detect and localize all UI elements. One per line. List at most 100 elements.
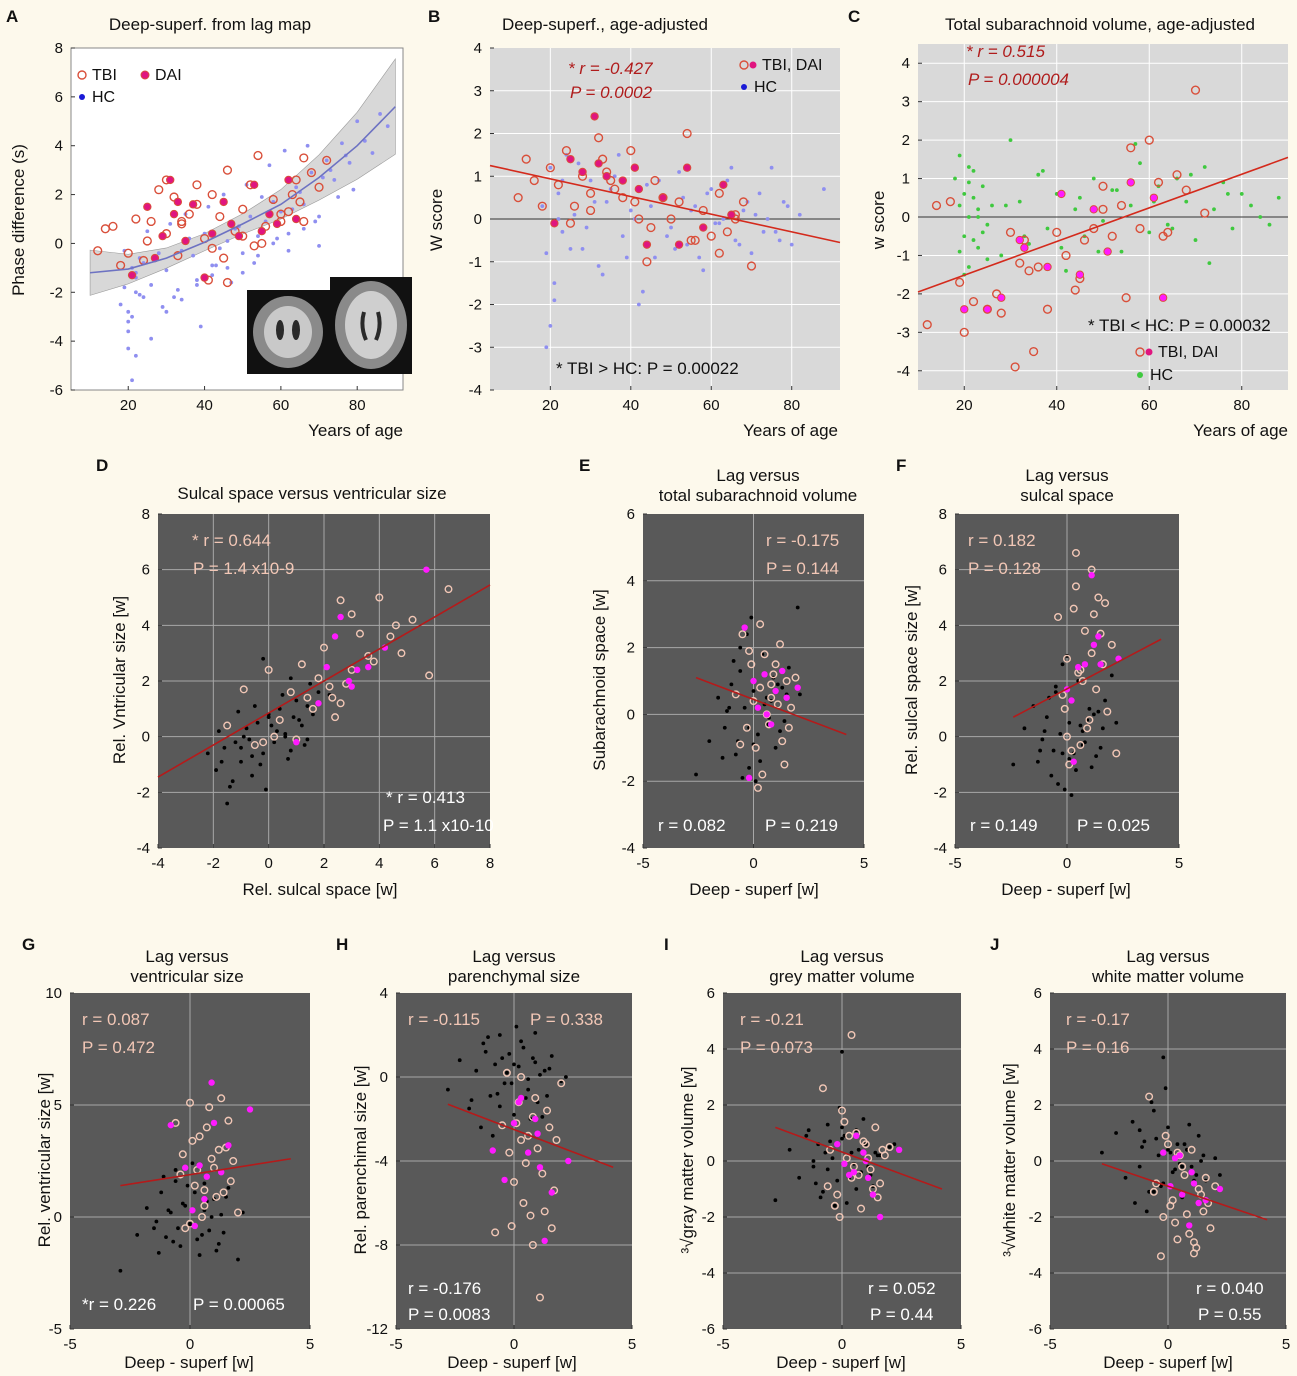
data-point — [446, 1087, 450, 1092]
tick-label-y: 6 — [707, 985, 715, 1002]
data-point — [840, 1049, 844, 1054]
data-point — [1187, 1145, 1196, 1154]
stat-annotation: r = 0.087 — [82, 1010, 150, 1029]
data-point — [197, 1253, 202, 1257]
title-line: white matter volume — [1091, 967, 1244, 986]
data-point — [1075, 270, 1085, 279]
data-point — [224, 1116, 233, 1125]
data-point — [717, 221, 722, 226]
data-point — [545, 163, 555, 173]
data-point — [481, 1041, 486, 1046]
data-point — [568, 247, 573, 251]
data-point — [1126, 143, 1136, 153]
data-point — [773, 229, 778, 234]
stat-annotation: r = -0.21 — [740, 1010, 804, 1029]
tick-label-y: -6 — [1029, 1321, 1042, 1338]
data-point — [127, 270, 137, 280]
data-point — [145, 229, 150, 234]
data-point — [1057, 189, 1066, 199]
data-point — [740, 775, 745, 780]
data-point — [514, 1024, 519, 1029]
data-point — [578, 167, 587, 177]
data-point — [1193, 238, 1198, 242]
data-point — [1087, 649, 1096, 658]
tick-label-y: -2 — [469, 297, 482, 314]
data-point — [497, 1104, 502, 1109]
data-point — [838, 1106, 847, 1115]
data-point — [1212, 207, 1216, 212]
data-point — [219, 1212, 224, 1217]
data-point — [322, 155, 332, 165]
legend-marker — [739, 60, 749, 70]
tick-label-y: 0 — [380, 1069, 388, 1086]
data-point — [195, 283, 199, 287]
data-point — [565, 218, 576, 228]
data-point — [331, 713, 340, 722]
data-point — [311, 712, 315, 717]
data-point — [580, 247, 585, 251]
data-point — [1036, 172, 1041, 177]
data-point — [1171, 1155, 1179, 1162]
data-point — [1175, 1142, 1180, 1147]
data-point — [286, 757, 290, 761]
x-axis-label: Years of age — [308, 421, 403, 440]
data-point — [782, 719, 787, 723]
data-point — [507, 1052, 512, 1056]
mri-brain-slices-inset-icon — [247, 277, 412, 374]
data-point — [314, 182, 324, 192]
data-point — [821, 1189, 825, 1194]
data-point — [222, 165, 233, 175]
data-point — [512, 1112, 516, 1117]
tick-label-x: 0 — [838, 1336, 846, 1353]
data-point — [293, 739, 300, 746]
data-point — [785, 204, 790, 209]
data-point — [794, 684, 801, 691]
data-point — [269, 723, 274, 728]
data-point — [1114, 1131, 1118, 1135]
series-dai — [293, 566, 430, 746]
data-point — [255, 720, 260, 725]
panel-title: Lag versus sulcal space — [1020, 466, 1114, 505]
data-point — [219, 197, 228, 207]
data-point — [1163, 1086, 1168, 1091]
data-point — [200, 1201, 209, 1210]
data-point — [365, 663, 372, 671]
tick-label-x: 8 — [486, 855, 494, 872]
data-point — [762, 710, 771, 719]
stat-annotation: * TBI < HC: P = 0.00032 — [1088, 316, 1271, 335]
data-point — [156, 251, 161, 256]
data-point — [854, 1187, 859, 1191]
tick-label-y: 4 — [474, 40, 482, 57]
tick-label-y: 3 — [474, 83, 482, 100]
data-point — [305, 704, 310, 708]
data-point — [1185, 1229, 1194, 1238]
data-point — [850, 1169, 858, 1176]
stat-annotation: P = 0.219 — [765, 816, 838, 835]
data-point — [283, 734, 288, 739]
x-axis-label: Rel. sulcal space [w] — [243, 880, 398, 899]
data-point — [1062, 787, 1067, 792]
data-point — [1107, 231, 1117, 241]
data-point — [1101, 218, 1105, 223]
stat-annotation: r = -0.17 — [1066, 1010, 1130, 1029]
series-fit — [90, 106, 396, 274]
data-point — [210, 273, 215, 278]
data-point — [787, 1147, 792, 1152]
series-tbi — [491, 1068, 566, 1302]
data-point — [669, 225, 673, 230]
data-point — [490, 1133, 495, 1138]
data-point — [233, 740, 238, 745]
data-point — [288, 676, 293, 681]
data-point — [161, 1174, 166, 1179]
data-point — [1061, 250, 1071, 261]
series-fit — [775, 1126, 943, 1190]
data-point — [166, 175, 175, 185]
data-point — [284, 175, 293, 185]
data-point — [275, 715, 284, 724]
tick-label-y: 4 — [1034, 1041, 1042, 1058]
panel-letter: A — [6, 7, 18, 26]
data-point — [818, 1195, 823, 1200]
panel-title: Lag versus white matter volume — [1091, 947, 1244, 986]
data-point — [797, 212, 802, 217]
data-point — [314, 674, 323, 683]
